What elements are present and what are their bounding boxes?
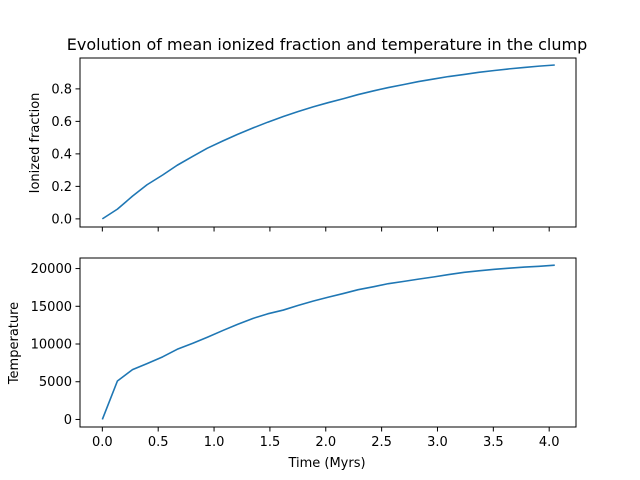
temperature-x-tick-label: 1.5 <box>260 435 281 450</box>
ionized-fraction-y-tick-label: 0.0 <box>51 212 72 227</box>
ionized-fraction-axes-frame <box>79 57 577 228</box>
temperature-x-tick-label: 0.5 <box>148 435 169 450</box>
temperature-plot-area: 0.0 0.5 1.0 1.5 2.0 2.5 3.0 3.5 4.0 0 5000 10000 150… <box>31 257 577 450</box>
temperature-x-tick-label: 3.0 <box>427 435 448 450</box>
temperature-y-tick-label: 15000 <box>31 300 72 315</box>
ionized-fraction-y-axis-label: Ionized fraction <box>28 93 43 194</box>
ionized-fraction-y-tick-label: 0.2 <box>51 180 72 195</box>
temperature-axes-frame <box>79 257 577 428</box>
ionized-fraction-y-tick-label: 0.8 <box>51 82 72 97</box>
temperature-x-tick-label: 3.5 <box>483 435 504 450</box>
temperature-x-tick-label: 2.5 <box>371 435 392 450</box>
temperature-x-tick-label: 2.0 <box>315 435 336 450</box>
temperature-x-tick-label: 4.0 <box>539 435 560 450</box>
ionized-fraction-series-line <box>101 64 555 220</box>
ionized-fraction-y-tick-label: 0.6 <box>51 115 72 130</box>
temperature-x-tick-label: 0.0 <box>92 435 113 450</box>
temperature-panel: 0.0 0.5 1.0 1.5 2.0 2.5 3.0 3.5 4.0 0 5000 10000 150… <box>7 257 577 471</box>
ionized-fraction-y-tick-label: 0.4 <box>51 147 72 162</box>
temperature-y-tick-label: 10000 <box>31 338 72 353</box>
temperature-y-tick-label: 5000 <box>39 375 72 390</box>
temperature-y-tick-label: 0 <box>64 413 72 428</box>
ionized-fraction-panel: 0.0 0.2 0.4 0.6 0.8 Ionized fraction <box>28 57 577 232</box>
temperature-x-tick-label: 1.0 <box>204 435 225 450</box>
ionized-fraction-plot-area: 0.0 0.2 0.4 0.6 0.8 <box>51 57 577 232</box>
chart-title: Evolution of mean ionized fraction and t… <box>67 35 588 54</box>
time-x-axis-label: Time (Myrs) <box>287 456 365 471</box>
temperature-series-line <box>101 264 555 420</box>
temperature-y-tick-label: 20000 <box>31 262 72 277</box>
temperature-y-axis-label: Temperature <box>7 302 22 385</box>
